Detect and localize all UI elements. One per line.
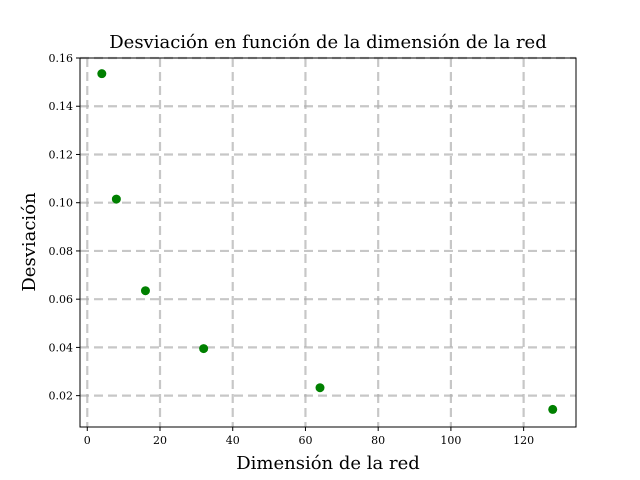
x-tick-label: 100 bbox=[440, 434, 461, 447]
x-tick-label: 0 bbox=[84, 434, 91, 447]
data-points bbox=[97, 69, 558, 414]
data-point bbox=[315, 383, 325, 393]
y-tick-label: 0.04 bbox=[49, 341, 74, 354]
y-axis-label: Desviación bbox=[19, 192, 40, 292]
plot-frame bbox=[79, 57, 577, 428]
data-point bbox=[97, 69, 107, 79]
data-point bbox=[199, 344, 209, 354]
data-point bbox=[111, 194, 121, 204]
grid-lines bbox=[80, 56, 576, 427]
y-tick-label: 0.16 bbox=[49, 52, 74, 65]
x-tick-label: 20 bbox=[153, 434, 167, 447]
chart-title: Desviación en función de la dimensión de… bbox=[109, 32, 547, 53]
y-tick-label: 0.06 bbox=[49, 293, 74, 306]
x-axis-label: Dimensión de la red bbox=[236, 453, 420, 474]
y-tick-label: 0.08 bbox=[49, 245, 74, 258]
axis-ticks: 0 20 40 60 80 100 120 0.02 0.04 0.06 0.08 0.10 0.12 0… bbox=[49, 52, 535, 447]
y-tick-label: 0.12 bbox=[49, 148, 74, 161]
y-tick-label: 0.10 bbox=[49, 197, 74, 210]
data-point bbox=[548, 404, 558, 414]
y-tick-label: 0.14 bbox=[49, 100, 74, 113]
data-point bbox=[140, 286, 150, 296]
x-tick-label: 120 bbox=[513, 434, 534, 447]
x-tick-label: 80 bbox=[371, 434, 385, 447]
x-tick-label: 40 bbox=[226, 434, 240, 447]
x-tick-label: 60 bbox=[298, 434, 312, 447]
y-tick-label: 0.02 bbox=[49, 390, 74, 403]
